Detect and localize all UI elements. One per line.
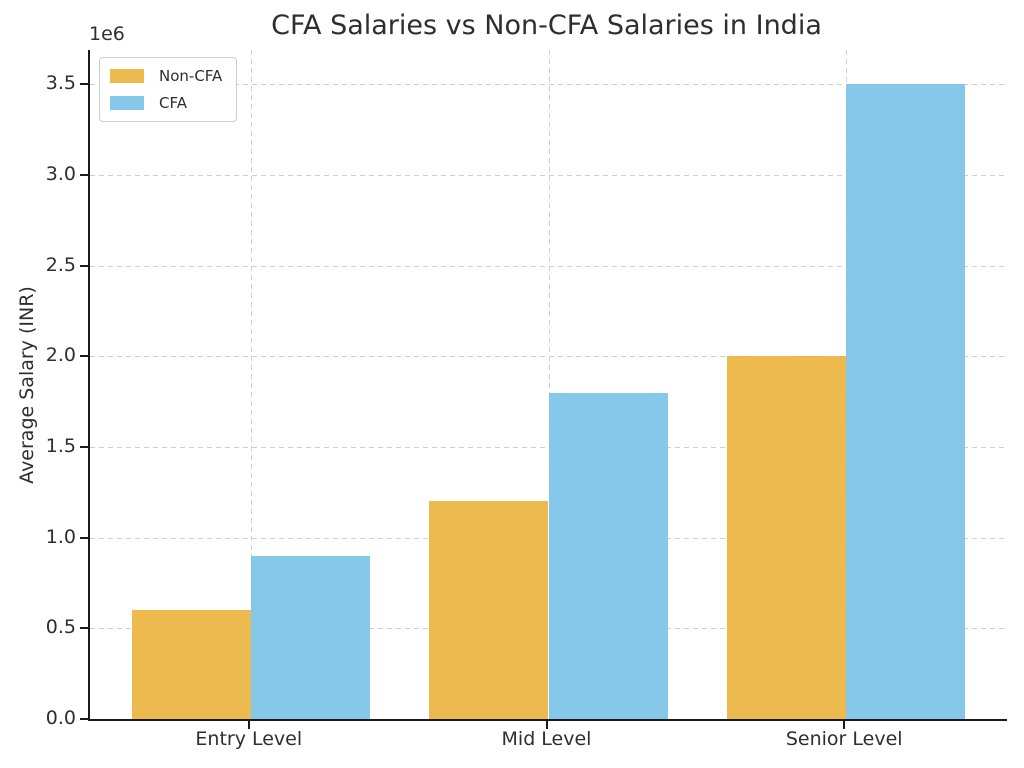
y-tick-label: 0.5 — [45, 616, 76, 639]
x-tick-label-mid-level: Mid Level — [501, 728, 592, 750]
gridline-x-entry-level — [250, 50, 252, 719]
chart-title: CFA Salaries vs Non-CFA Salaries in Indi… — [271, 10, 822, 41]
y-tick-label: 2.5 — [45, 253, 76, 276]
legend-label-cfa: CFA — [159, 94, 187, 112]
y-tick-label: 1.0 — [45, 525, 76, 548]
bar-non-cfa-senior-level — [727, 356, 847, 719]
y-tick-mark-1.5 — [80, 446, 88, 449]
y-tick-mark-3.0 — [80, 174, 88, 177]
legend-swatch-non-cfa — [110, 69, 144, 83]
bar-cfa-entry-level — [250, 555, 370, 719]
y-tick-mark-1.0 — [80, 536, 88, 539]
legend-label-non-cfa: Non-CFA — [159, 67, 223, 85]
bar-non-cfa-entry-level — [131, 610, 251, 719]
y-tick-label: 0.0 — [45, 707, 76, 729]
bar-cfa-mid-level — [548, 392, 668, 719]
plot-area: Non-CFA CFA — [88, 50, 1007, 721]
y-tick-mark-3.5 — [80, 83, 88, 86]
y-tick-label: 3.5 — [45, 72, 76, 95]
y-tick-label: 3.0 — [45, 163, 76, 186]
y-tick-label: 1.5 — [45, 435, 76, 458]
x-tick-label-senior-level: Senior Level — [785, 728, 903, 750]
bar-non-cfa-mid-level — [429, 501, 549, 719]
y-tick-mark-2.0 — [80, 355, 88, 358]
y-tick-label: 2.0 — [45, 344, 76, 367]
legend-entry-cfa: CFA — [110, 94, 222, 112]
x-tick-mark-entry-level — [247, 721, 250, 729]
x-tick-label-entry-level: Entry Level — [195, 728, 303, 750]
bar-cfa-senior-level — [846, 84, 966, 719]
x-tick-mark-mid-level — [545, 721, 548, 729]
y-tick-mark-2.5 — [80, 264, 88, 267]
x-tick-mark-senior-level — [843, 721, 846, 729]
y-tick-mark-0.0 — [80, 718, 88, 720]
legend-entry-non-cfa: Non-CFA — [110, 67, 222, 85]
y-tick-mark-0.5 — [80, 627, 88, 630]
gridline-x-mid-level — [548, 50, 550, 719]
y-axis-offset-label: 1e6 — [89, 23, 125, 45]
legend: Non-CFA CFA — [99, 57, 238, 122]
legend-swatch-cfa — [110, 96, 144, 110]
